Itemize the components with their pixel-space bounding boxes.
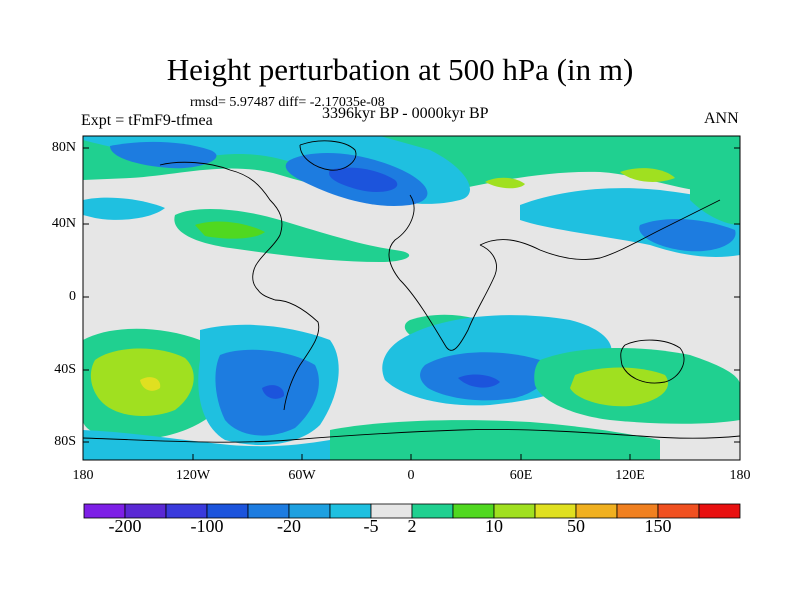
contour-mid-green xyxy=(195,221,265,239)
contour-south-antarctic-blue xyxy=(83,430,330,460)
contour-mid-atlantic-green xyxy=(174,208,410,262)
lat-label-80n: 80N xyxy=(51,140,76,155)
contour-pacific-blue xyxy=(639,218,736,252)
lat-label-80s: 80S xyxy=(54,434,76,449)
coastlines xyxy=(83,140,740,443)
season-label: ANN xyxy=(704,110,739,127)
contour-north-mid-blue xyxy=(110,141,217,169)
lat-label-0: 0 xyxy=(69,289,76,304)
coast-asia xyxy=(479,199,721,261)
lat-label-40s: 40S xyxy=(54,362,76,377)
contour-north-yellow xyxy=(485,177,525,189)
colorbar-label: 50 xyxy=(567,516,585,536)
lon-label-180w: 180 xyxy=(72,468,94,483)
map-title: Height perturbation at 500 hPa (in m) xyxy=(166,52,634,87)
contour-south-antarctic-green xyxy=(330,420,660,460)
coast-south-america xyxy=(274,299,320,411)
colorbar-label: 10 xyxy=(485,516,503,536)
colorbar-label: -200 xyxy=(108,516,142,536)
lon-label-120e: 120E xyxy=(615,468,645,483)
colorbar-swatch xyxy=(698,503,741,519)
contour-north-yellow-2 xyxy=(620,168,675,182)
lon-label-60w: 60W xyxy=(288,468,316,483)
axis-ticks xyxy=(82,147,741,460)
lon-label-180e: 180 xyxy=(729,468,751,483)
contour-southern-ocean-yellow-green xyxy=(570,367,669,407)
lon-label-60e: 60E xyxy=(509,468,533,483)
contour-south-pacific-yellow xyxy=(140,377,161,391)
contour-south-indian-deep-blue xyxy=(458,374,500,388)
coast-australia xyxy=(620,339,685,384)
contour-pacific-small-blue xyxy=(83,197,165,220)
contour-east-asia-green xyxy=(690,177,740,225)
colorbar-label: 150 xyxy=(644,516,672,536)
coast-europe-africa xyxy=(388,194,497,351)
lat-label-40n: 40N xyxy=(51,216,76,231)
lon-label-120w: 120W xyxy=(175,468,211,483)
lon-label-0: 0 xyxy=(407,468,415,483)
coast-north-america xyxy=(159,161,283,301)
colorbar xyxy=(83,503,741,519)
stats-text: rmsd= 5.97487 diff= -2.17035e-08 xyxy=(190,95,385,110)
colorbar-label: -100 xyxy=(190,516,224,536)
contour-field xyxy=(83,136,740,460)
coast-greenland xyxy=(299,140,357,171)
coast-antarctica xyxy=(83,429,740,443)
experiment-label: Expt = tFmF9-tfmea xyxy=(81,112,213,129)
colorbar-label: -5 xyxy=(363,516,379,536)
period-label: 3396kyr BP - 0000kyr BP xyxy=(322,105,489,122)
colorbar-label: 2 xyxy=(407,516,417,536)
contour-north-deep-blue xyxy=(329,167,398,192)
contour-south-americas-deep-blue xyxy=(262,385,285,399)
colorbar-label: -20 xyxy=(277,516,301,536)
